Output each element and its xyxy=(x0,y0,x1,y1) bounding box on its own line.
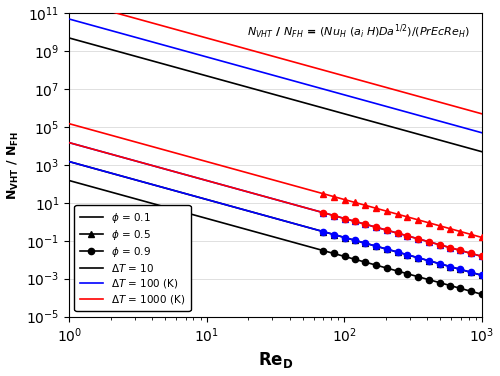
Y-axis label: $\mathbf{N_{VHT}}$ / $\mathbf{N_{FH}}$: $\mathbf{N_{VHT}}$ / $\mathbf{N_{FH}}$ xyxy=(6,130,20,200)
X-axis label: $\mathbf{Re_D}$: $\mathbf{Re_D}$ xyxy=(258,350,294,370)
Legend: $\phi$ = 0.1, $\phi$ = 0.5, $\phi$ = 0.9, $\Delta T$ = 10, $\Delta T$ = 100 (K),: $\phi$ = 0.1, $\phi$ = 0.5, $\phi$ = 0.9… xyxy=(74,205,190,311)
Text: $N_{VHT}$ / $N_{FH}$ = $(Nu_H$ $(a_i$ $H)Da^{1/2})/(PrEcRe_H)$: $N_{VHT}$ / $N_{FH}$ = $(Nu_H$ $(a_i$ $H… xyxy=(246,23,470,41)
